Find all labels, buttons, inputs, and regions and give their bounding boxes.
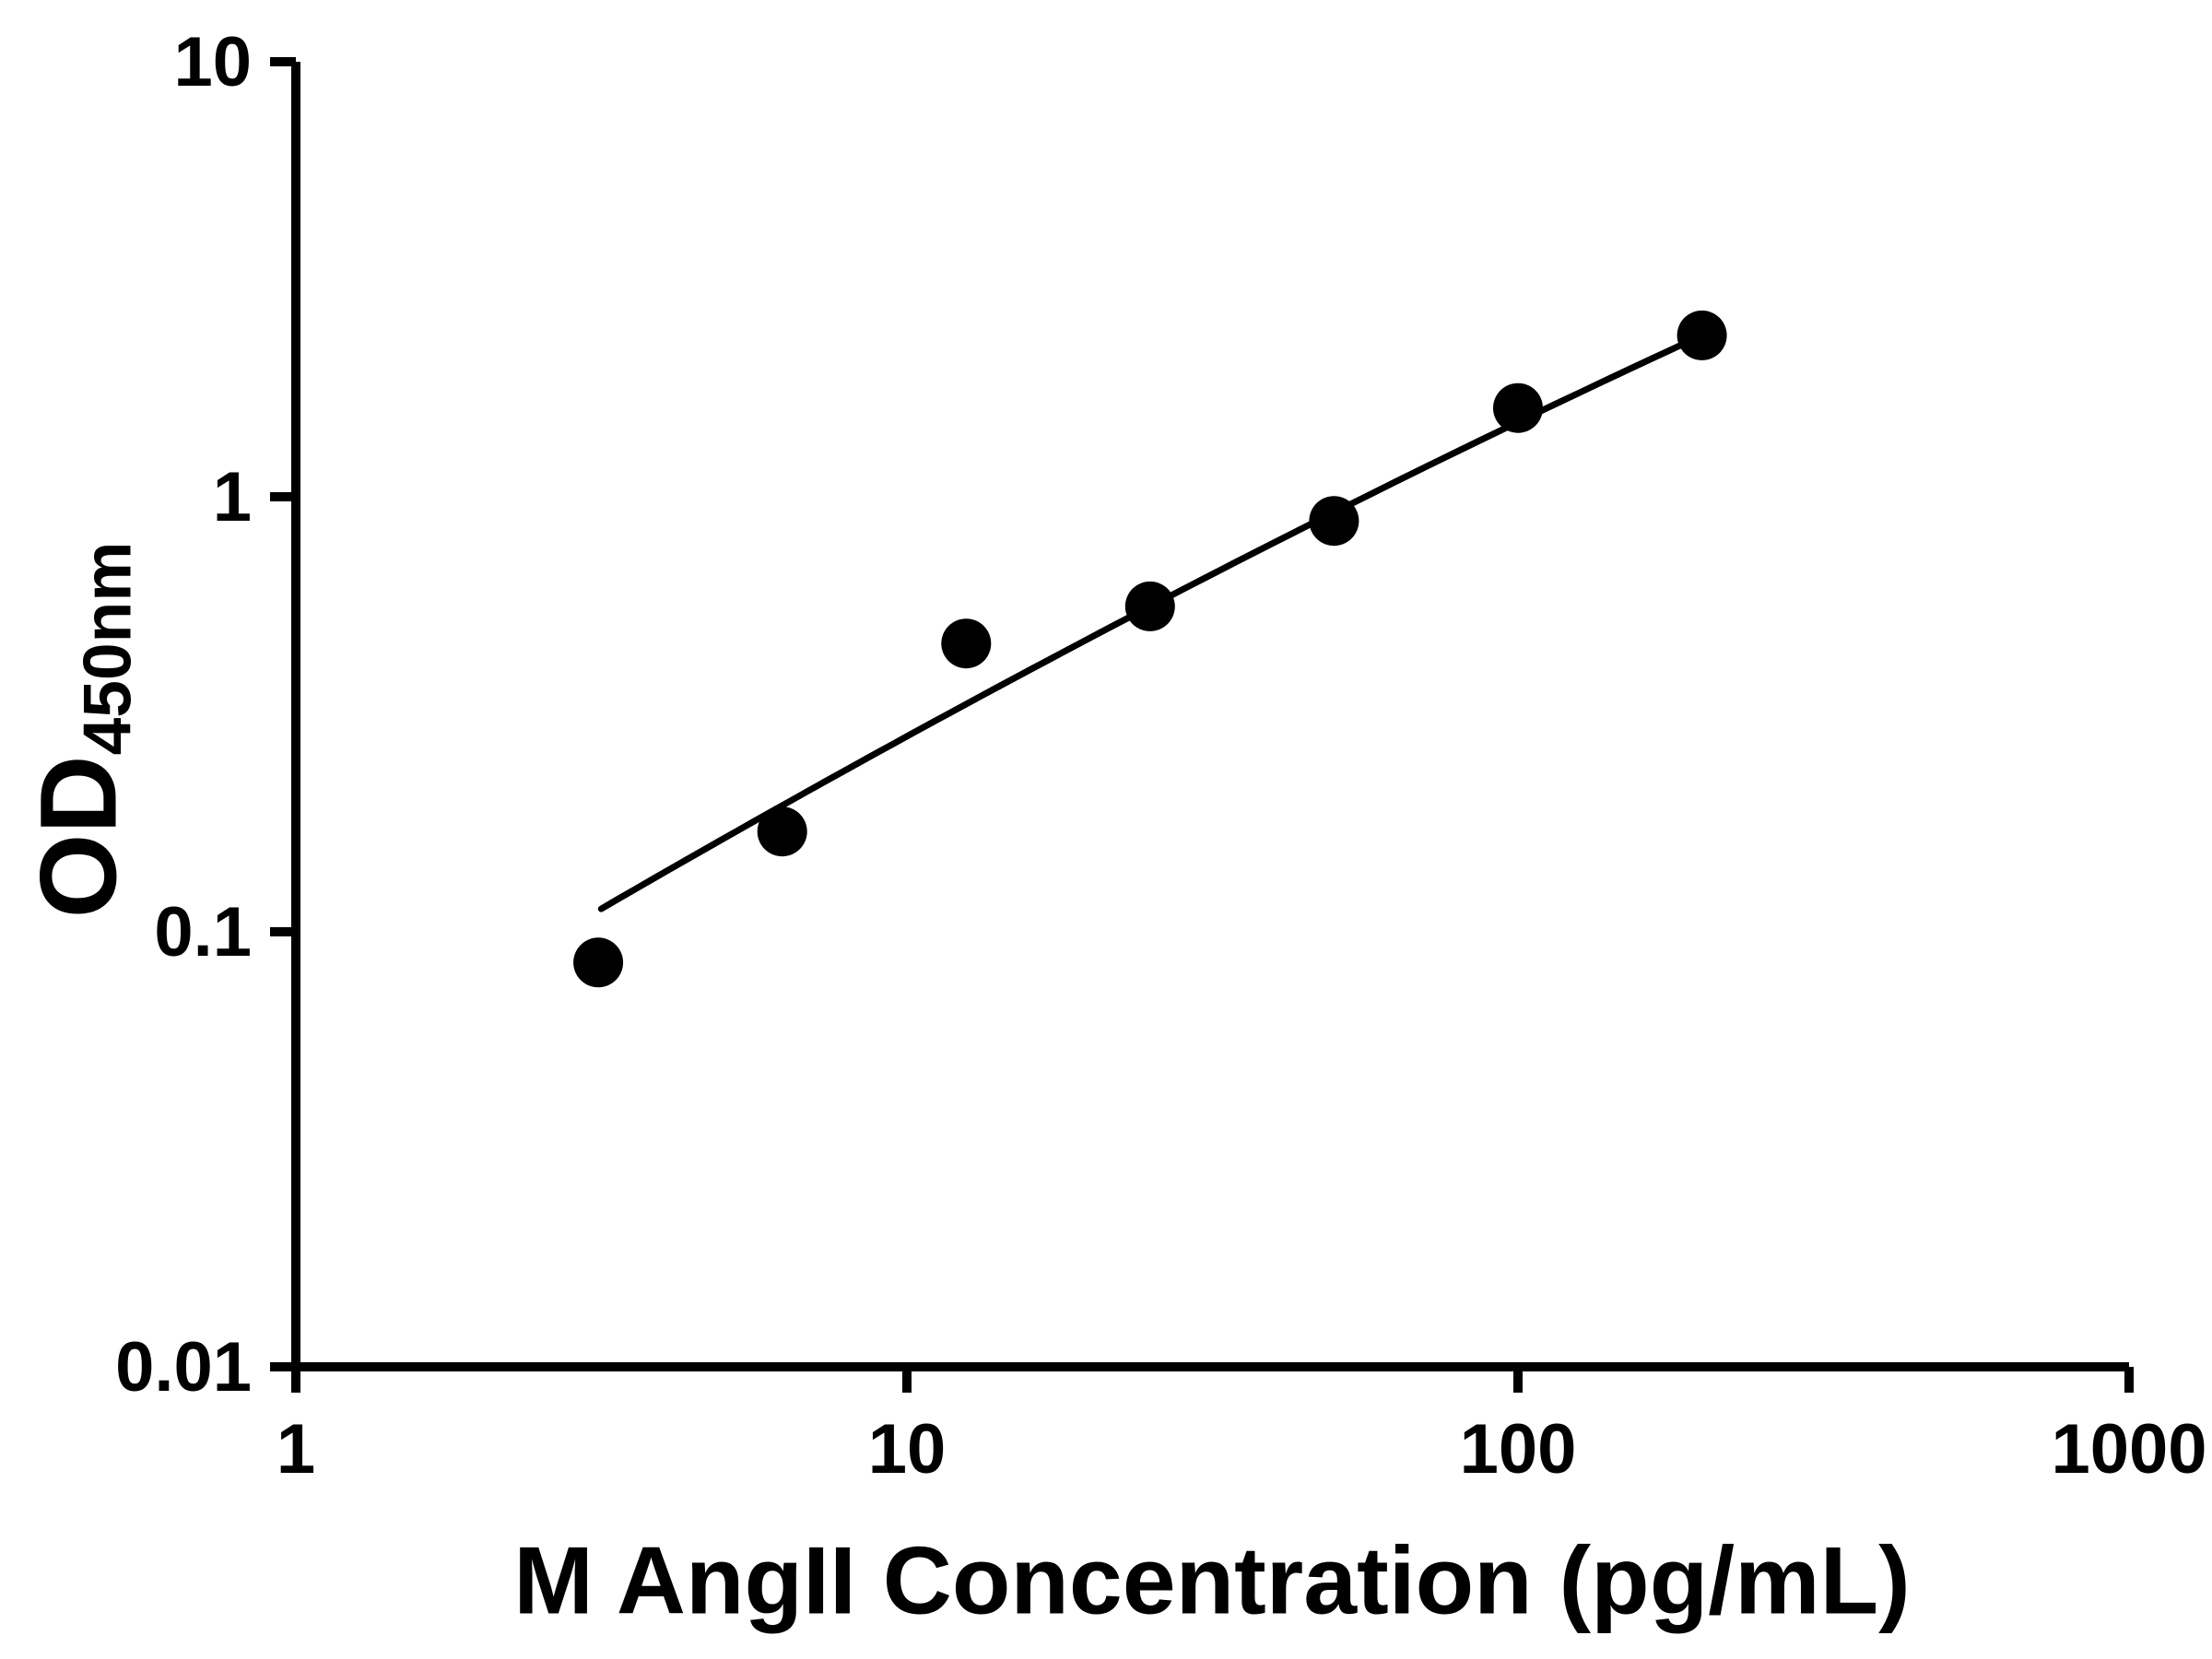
data-point — [1493, 382, 1543, 433]
y-axis-label: OD450nm — [16, 542, 146, 919]
data-point — [1309, 496, 1359, 547]
y-tick-label: 1 — [213, 458, 252, 536]
x-tick-label: 10 — [868, 1410, 947, 1488]
data-point — [757, 806, 807, 857]
data-point — [573, 937, 624, 988]
x-tick-label: 1 — [276, 1410, 315, 1488]
x-tick-label: 1000 — [2051, 1410, 2206, 1488]
y-tick-label: 10 — [173, 23, 252, 101]
x-axis-label: M AngII Concentration (pg/mL) — [513, 1527, 1911, 1635]
data-point — [1124, 581, 1175, 631]
data-point — [941, 618, 992, 669]
x-tick-label: 100 — [1460, 1410, 1577, 1488]
y-axis-label-subscript: 450nm — [69, 541, 146, 756]
data-point — [1677, 310, 1727, 360]
axis-spine — [291, 62, 2129, 1371]
y-tick-label: 0.01 — [115, 1328, 252, 1406]
y-tick-label: 0.1 — [154, 893, 252, 971]
y-axis-label-main: OD — [18, 755, 140, 919]
